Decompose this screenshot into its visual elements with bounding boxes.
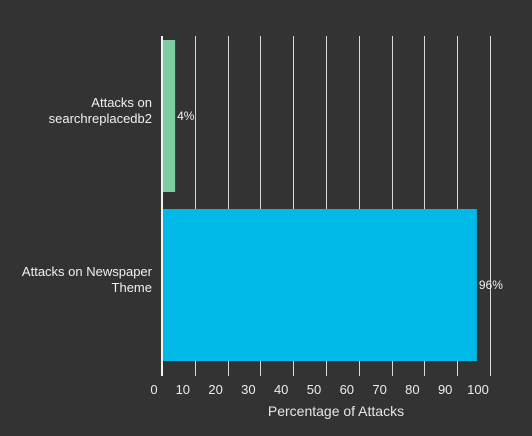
x-axis-title: Percentage of Attacks <box>268 403 404 419</box>
x-tick-label: 90 <box>438 382 452 397</box>
x-tick-label: 40 <box>274 382 288 397</box>
x-tick-label: 10 <box>176 382 190 397</box>
data-label: 96% <box>479 278 503 292</box>
data-labels: 4% 96% <box>177 109 503 292</box>
category-labels: Attacks on searchreplacedb2 Attacks on New… <box>22 95 153 295</box>
data-label: 4% <box>177 109 195 123</box>
gridlines <box>195 36 491 376</box>
x-tick-label: 100 <box>467 382 489 397</box>
category-label: Attacks on searchreplacedb2 <box>49 95 152 126</box>
bar <box>163 40 176 192</box>
category-label: Attacks on Newspaper Theme <box>22 264 153 295</box>
x-tick-label: 80 <box>405 382 419 397</box>
x-tick-labels: 0 10 20 30 40 50 60 70 80 90 100 <box>150 382 488 397</box>
x-tick-label: 20 <box>208 382 222 397</box>
x-tick-label: 70 <box>372 382 386 397</box>
x-tick-label: 50 <box>307 382 321 397</box>
x-tick-label: 60 <box>340 382 354 397</box>
bar <box>163 209 477 361</box>
bars <box>163 40 477 361</box>
x-tick-label: 0 <box>150 382 157 397</box>
x-tick-label: 30 <box>241 382 255 397</box>
